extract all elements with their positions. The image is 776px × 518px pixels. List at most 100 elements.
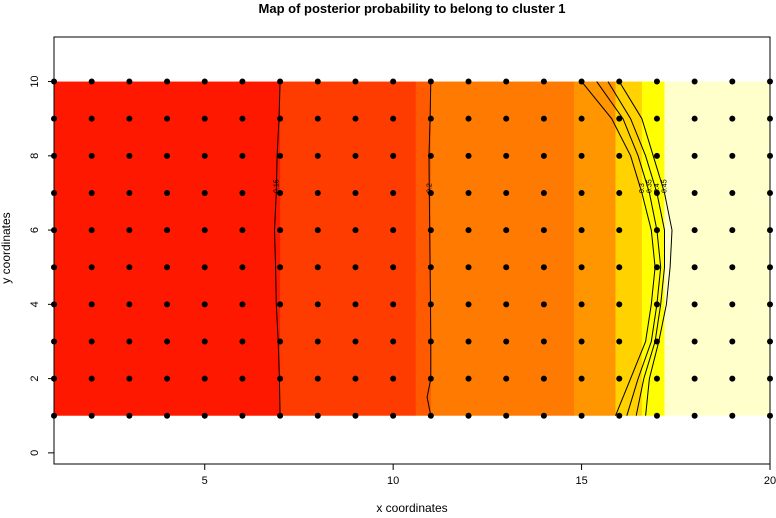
data-point [578, 78, 585, 85]
data-point [465, 301, 472, 308]
data-point [352, 189, 359, 196]
data-point [540, 264, 547, 271]
data-point [427, 78, 434, 85]
data-point [201, 227, 208, 234]
data-point [653, 301, 660, 308]
data-point [88, 78, 95, 85]
contour-label: 0.2 [426, 183, 433, 193]
grid-points [51, 78, 773, 419]
data-point [540, 338, 547, 345]
data-point [578, 115, 585, 122]
data-point [691, 227, 698, 234]
data-point [314, 115, 321, 122]
contour-0.15 [273, 81, 281, 416]
data-point [653, 412, 660, 419]
data-point [201, 264, 208, 271]
y-tick-label: 2 [29, 376, 41, 382]
data-point [729, 78, 736, 85]
data-point [126, 78, 133, 85]
contour-label: 0.3 [639, 183, 646, 193]
data-point [277, 152, 284, 159]
data-point [653, 152, 660, 159]
data-point [427, 189, 434, 196]
data-point [427, 338, 434, 345]
data-point [277, 78, 284, 85]
data-point [427, 227, 434, 234]
data-point [239, 152, 246, 159]
x-axis-label: x coordinates [376, 501, 447, 515]
data-point [691, 189, 698, 196]
data-point [578, 189, 585, 196]
data-point [201, 115, 208, 122]
y-tick-label: 8 [29, 153, 41, 159]
data-point [729, 115, 736, 122]
y-tick-label: 0 [29, 450, 41, 456]
contour-lines: 0.15 0.2 0.3 0.35 0.4 0.45 [273, 81, 673, 416]
data-point [314, 338, 321, 345]
data-point [578, 227, 585, 234]
data-point [314, 152, 321, 159]
data-point [653, 338, 660, 345]
field-zone-5 [574, 81, 616, 416]
data-point [88, 189, 95, 196]
data-point [540, 412, 547, 419]
contour-0.45 [618, 81, 673, 416]
data-point [164, 189, 171, 196]
data-point [616, 412, 623, 419]
contour-label: 0.15 [273, 179, 280, 193]
data-point [427, 264, 434, 271]
data-point [653, 78, 660, 85]
data-point [465, 227, 472, 234]
data-point [164, 78, 171, 85]
data-point [126, 264, 133, 271]
data-point [465, 264, 472, 271]
data-point [239, 78, 246, 85]
data-point [503, 301, 510, 308]
data-point [540, 189, 547, 196]
y-tick-label: 6 [29, 227, 41, 233]
field-zone-4 [430, 81, 575, 416]
data-point [239, 375, 246, 382]
data-point [390, 412, 397, 419]
x-tick-label: 5 [202, 475, 208, 487]
data-point [164, 412, 171, 419]
data-point [578, 338, 585, 345]
data-point [277, 264, 284, 271]
data-point [88, 412, 95, 419]
contour-0.35 [596, 81, 662, 416]
data-point [616, 152, 623, 159]
data-point [616, 264, 623, 271]
data-point [352, 338, 359, 345]
data-point [578, 301, 585, 308]
data-point [653, 227, 660, 234]
data-point [314, 264, 321, 271]
data-point [277, 412, 284, 419]
data-point [164, 152, 171, 159]
data-point [390, 115, 397, 122]
data-point [540, 375, 547, 382]
data-point [465, 152, 472, 159]
data-point [201, 78, 208, 85]
data-point [465, 375, 472, 382]
data-point [427, 115, 434, 122]
data-point [201, 152, 208, 159]
data-point [616, 78, 623, 85]
field-zone-8 [664, 81, 771, 416]
data-point [465, 78, 472, 85]
data-point [164, 338, 171, 345]
data-point [239, 115, 246, 122]
data-point [164, 227, 171, 234]
data-point [390, 189, 397, 196]
data-point [390, 152, 397, 159]
data-point [314, 412, 321, 419]
contour-0.4 [607, 81, 665, 416]
data-point [503, 189, 510, 196]
data-point [201, 301, 208, 308]
data-point [503, 412, 510, 419]
data-point [390, 375, 397, 382]
data-point [277, 338, 284, 345]
data-point [239, 189, 246, 196]
data-point [390, 227, 397, 234]
data-point [540, 152, 547, 159]
